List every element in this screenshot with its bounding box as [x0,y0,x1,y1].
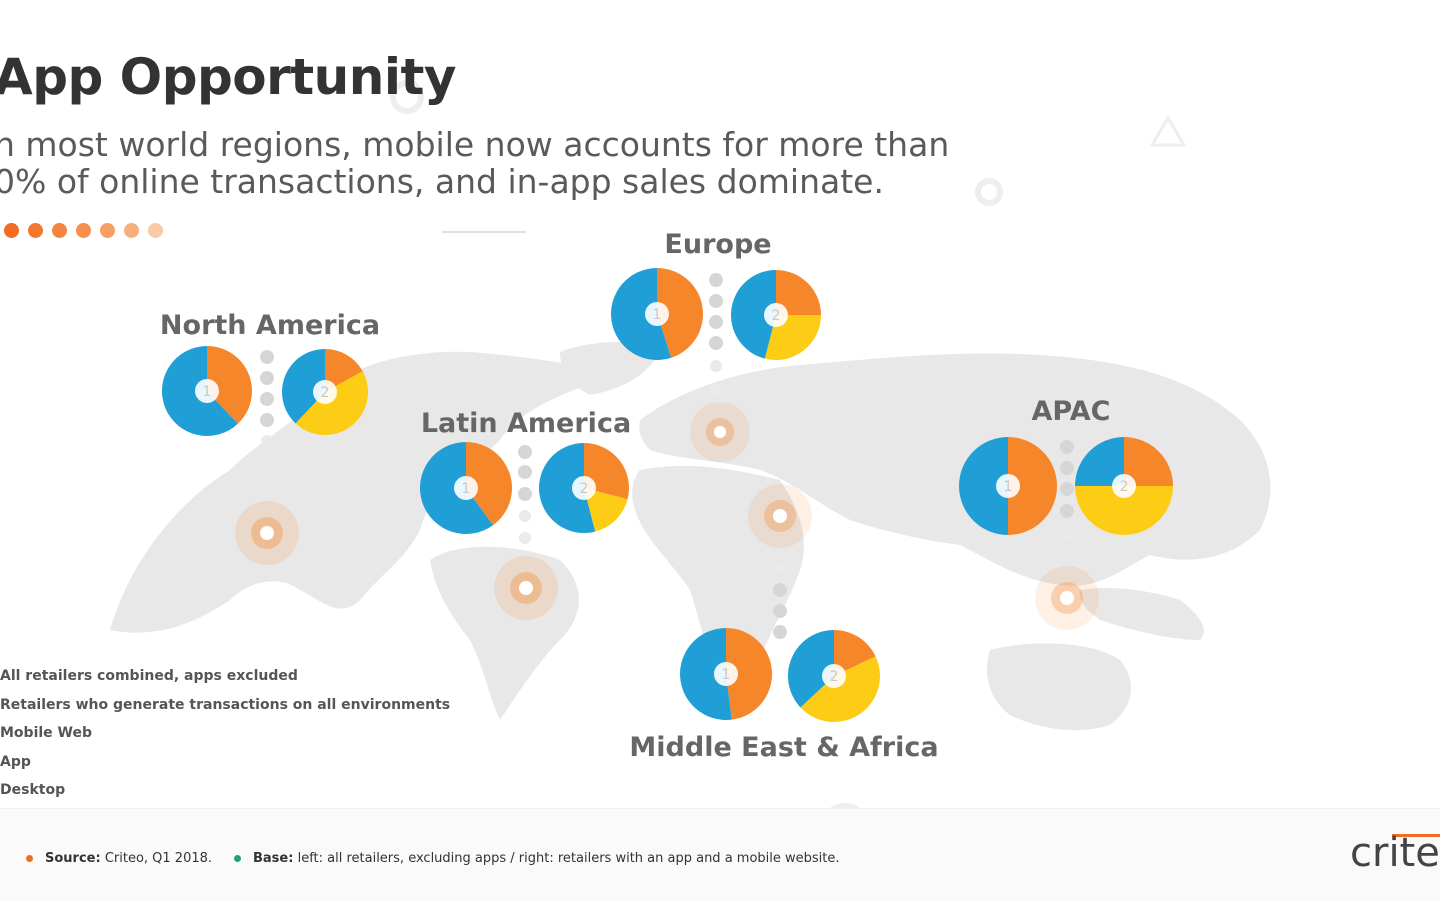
base-text: left: all retailers, excluding apps / ri… [297,851,840,866]
base-bullet-icon [234,855,241,862]
chart-legend: All retailers combined, apps excluded Re… [0,668,450,811]
map-southeast-asia [1079,588,1204,640]
pie-slice-mobile-web [657,268,703,358]
criteo-logo: criteo [1350,830,1440,876]
pie-number-label: 2 [772,308,781,324]
pie-middle-east-africa-1: 1 [680,628,773,720]
decorative-dots [4,223,163,238]
footer-source: Source: Criteo, Q1 2018. [26,851,212,866]
pie-center [645,302,669,326]
pie-slice-desktop [959,437,1008,535]
pie-apac-2: 2 [1075,437,1173,535]
legend-item-desktop: Desktop [0,782,66,798]
pie-number-label: 1 [203,384,212,400]
pie-slice-app [295,371,369,436]
footer [0,808,1440,901]
footer-base: Base: left: all retailers, excluding app… [234,851,840,866]
pie-middle-east-africa-2: 2 [788,630,880,722]
region-label-middle-east-africa: Middle East & Africa [629,732,939,763]
pie-slice-desktop [539,443,596,533]
pie-slice-mobile-web [1124,437,1173,486]
pie-center [195,379,219,403]
pie-center [714,662,738,686]
source-label: Source: [45,851,101,866]
map-africa [632,465,804,684]
pie-number-label: 2 [580,481,589,497]
pie-slice-desktop [730,270,776,359]
pie-slice-app [1075,486,1173,535]
pie-number-label: 1 [653,307,662,323]
map-greenland [560,341,660,395]
pie-center [764,303,788,327]
region-label-apac: APAC [1031,396,1111,427]
pie-center [996,474,1020,498]
pie-number-label: 2 [830,669,839,685]
region-label-europe: Europe [664,229,772,260]
pie-latin-america-1: 1 [419,442,512,535]
map-north-america [110,351,600,633]
pie-number-label: 1 [1004,479,1013,495]
pie-center [313,380,337,404]
pie-slice-mobile-web [726,628,773,720]
logo-accent-bar [1392,834,1440,837]
pie-slice-mobile-web [325,348,363,392]
pie-center [572,476,596,500]
pie-slice-desktop [788,630,834,708]
pie-center [1112,474,1136,498]
pie-number-label: 1 [722,667,731,683]
pie-apac-1: 1 [959,437,1057,535]
pie-europe-1: 1 [610,268,703,361]
base-label: Base: [253,851,294,866]
pie-latin-america-2: 2 [539,443,630,533]
pie-center [454,476,478,500]
legend-item-mobile-web: Mobile Web [0,725,92,741]
region-label-north-america: North America [159,310,381,341]
source-bullet-icon [26,855,33,862]
map-south-america [430,546,579,720]
subtitle-line-1: n most world regions, mobile now account… [0,125,950,164]
pie-slice-mobile-web [466,442,512,526]
region-label-latin-america: Latin America [420,408,632,439]
pie-number-label: 2 [321,385,330,401]
page-subtitle: n most world regions, mobile now account… [0,126,949,200]
subtitle-line-2: 0% of online transactions, and in-app sa… [0,162,884,201]
pie-slice-app [584,488,628,532]
pie-number-label: 1 [462,481,471,497]
pie-slice-desktop [281,349,325,424]
pie-slice-mobile-web [776,270,821,315]
pie-slice-desktop [1075,437,1124,486]
source-text: Criteo, Q1 2018. [104,851,213,866]
pie-slice-app [800,656,880,722]
pie-slice-mobile-web [1008,437,1057,535]
pie-slice-desktop [680,628,732,720]
pie-slice-mobile-web [207,346,252,424]
page-title: App Opportunity [0,48,457,106]
map-australia [986,643,1131,731]
pie-north-america-2: 2 [281,348,369,436]
pie-north-america-1: 1 [161,346,252,436]
pie-slice-desktop [610,268,672,361]
pie-slice-mobile-web [834,630,876,676]
legend-item-all-environments: Retailers who generate transactions on a… [0,696,451,713]
pie-number-label: 2 [1120,479,1129,495]
legend-item-all-retailers: All retailers combined, apps excluded [0,668,298,684]
legend-item-app: App [0,753,31,770]
pie-center [822,664,846,688]
pie-europe-2: 2 [730,270,821,361]
